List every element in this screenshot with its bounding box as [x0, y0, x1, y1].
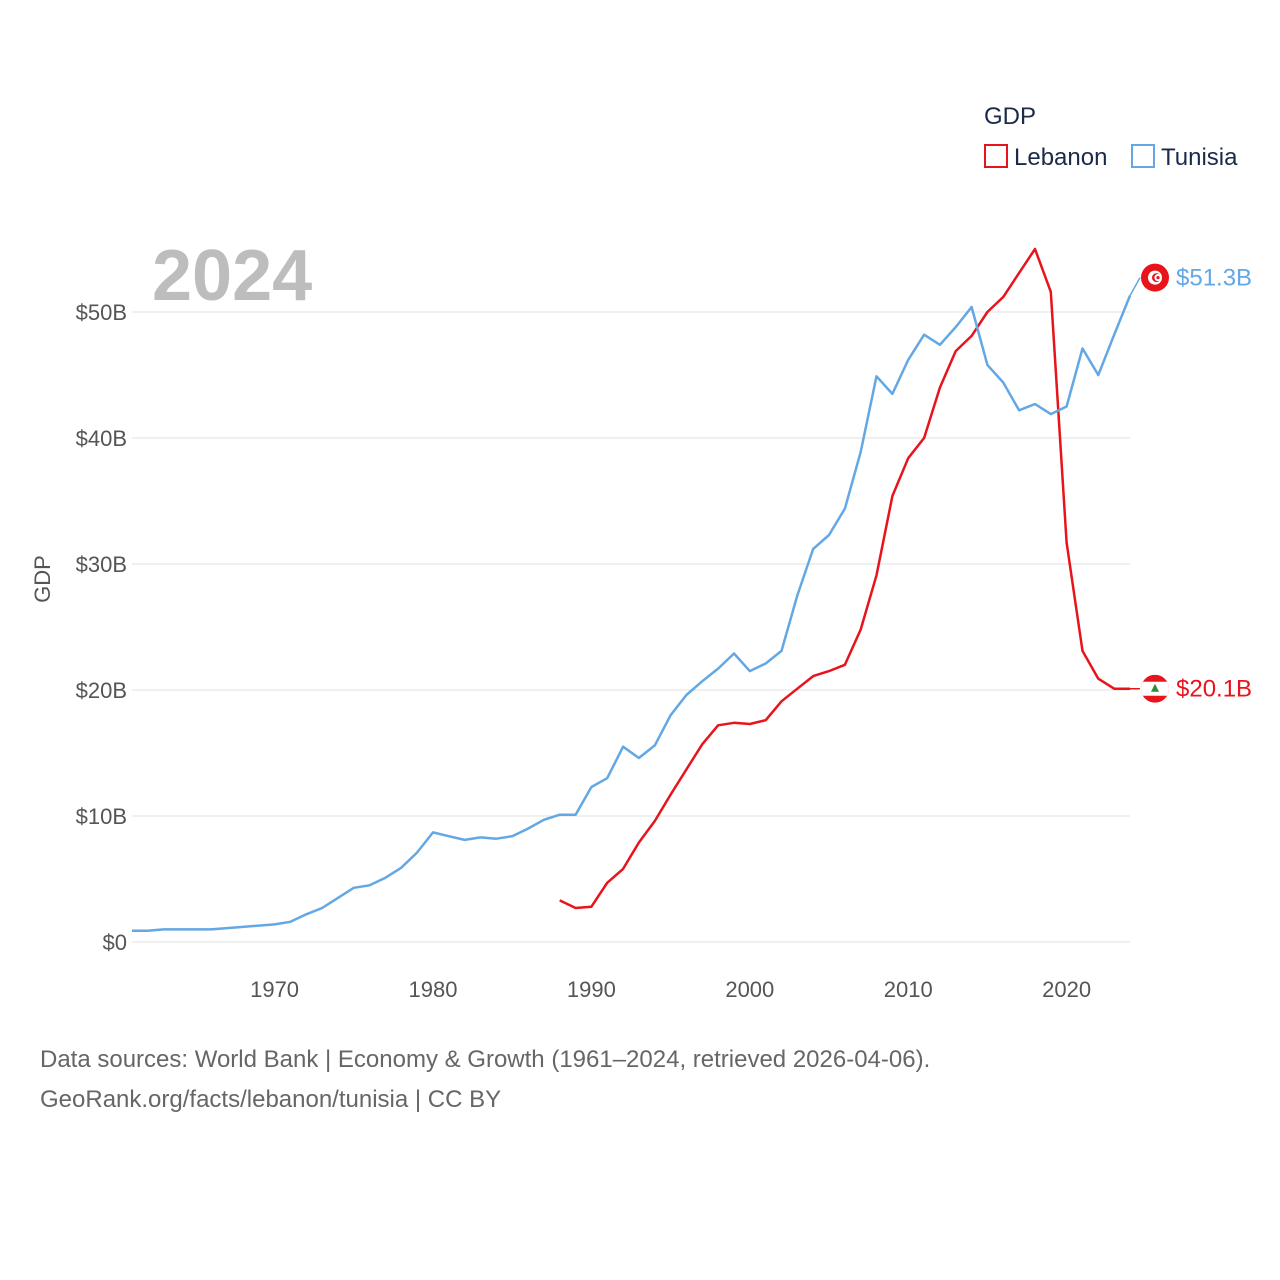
end-labels: $20.1B $51.3B	[1129, 263, 1252, 703]
end-connector-tunisia	[1129, 277, 1141, 296]
y-tick-label: $0	[103, 930, 127, 955]
legend-label-tunisia: Tunisia	[1161, 144, 1238, 171]
y-tick-label: $50B	[76, 300, 127, 325]
lebanon-flag-icon	[1141, 674, 1169, 703]
source-line-1: Data sources: World Bank | Economy & Gro…	[40, 1046, 931, 1073]
y-tick-label: $10B	[76, 804, 127, 829]
x-tick-label: 1980	[409, 977, 458, 1002]
x-tick-label: 2010	[884, 977, 933, 1002]
y-tick-label: $20B	[76, 678, 127, 703]
source-line-2: GeoRank.org/facts/lebanon/tunisia | CC B…	[40, 1086, 502, 1113]
tunisia-flag-icon	[1141, 263, 1169, 292]
grid-lines	[132, 311, 1130, 943]
legend-label-lebanon: Lebanon	[1014, 144, 1107, 171]
legend-swatch-tunisia	[1131, 144, 1155, 168]
legend-item-lebanon[interactable]: Lebanon	[984, 144, 1107, 171]
legend-item-tunisia[interactable]: Tunisia	[1131, 144, 1238, 171]
end-label-tunisia: $51.3B	[1176, 265, 1252, 292]
legend[interactable]: GDP Lebanon Tunisia	[984, 103, 1238, 171]
series-line-tunisia[interactable]	[132, 295, 1132, 932]
y-axis-ticks: $0 $10B $20B $30B $40B $50B	[76, 300, 127, 955]
legend-title: GDP	[984, 103, 1036, 130]
x-tick-label: 1990	[567, 977, 616, 1002]
y-axis-label: GDP	[30, 555, 55, 603]
y-tick-label: $40B	[76, 426, 127, 451]
x-axis-ticks: 1970 1980 1990 2000 2010 2020	[250, 977, 1091, 1002]
x-tick-label: 2000	[725, 977, 774, 1002]
series-line-lebanon[interactable]	[559, 247, 1130, 910]
legend-swatch-lebanon	[984, 144, 1008, 168]
x-tick-label: 2020	[1042, 977, 1091, 1002]
year-watermark: 2024	[152, 236, 312, 316]
y-tick-label: $30B	[76, 552, 127, 577]
series-lines	[132, 247, 1132, 932]
source-note: Data sources: World Bank | Economy & Gro…	[40, 1040, 930, 1120]
x-tick-label: 1970	[250, 977, 299, 1002]
end-label-lebanon: $20.1B	[1176, 676, 1252, 703]
